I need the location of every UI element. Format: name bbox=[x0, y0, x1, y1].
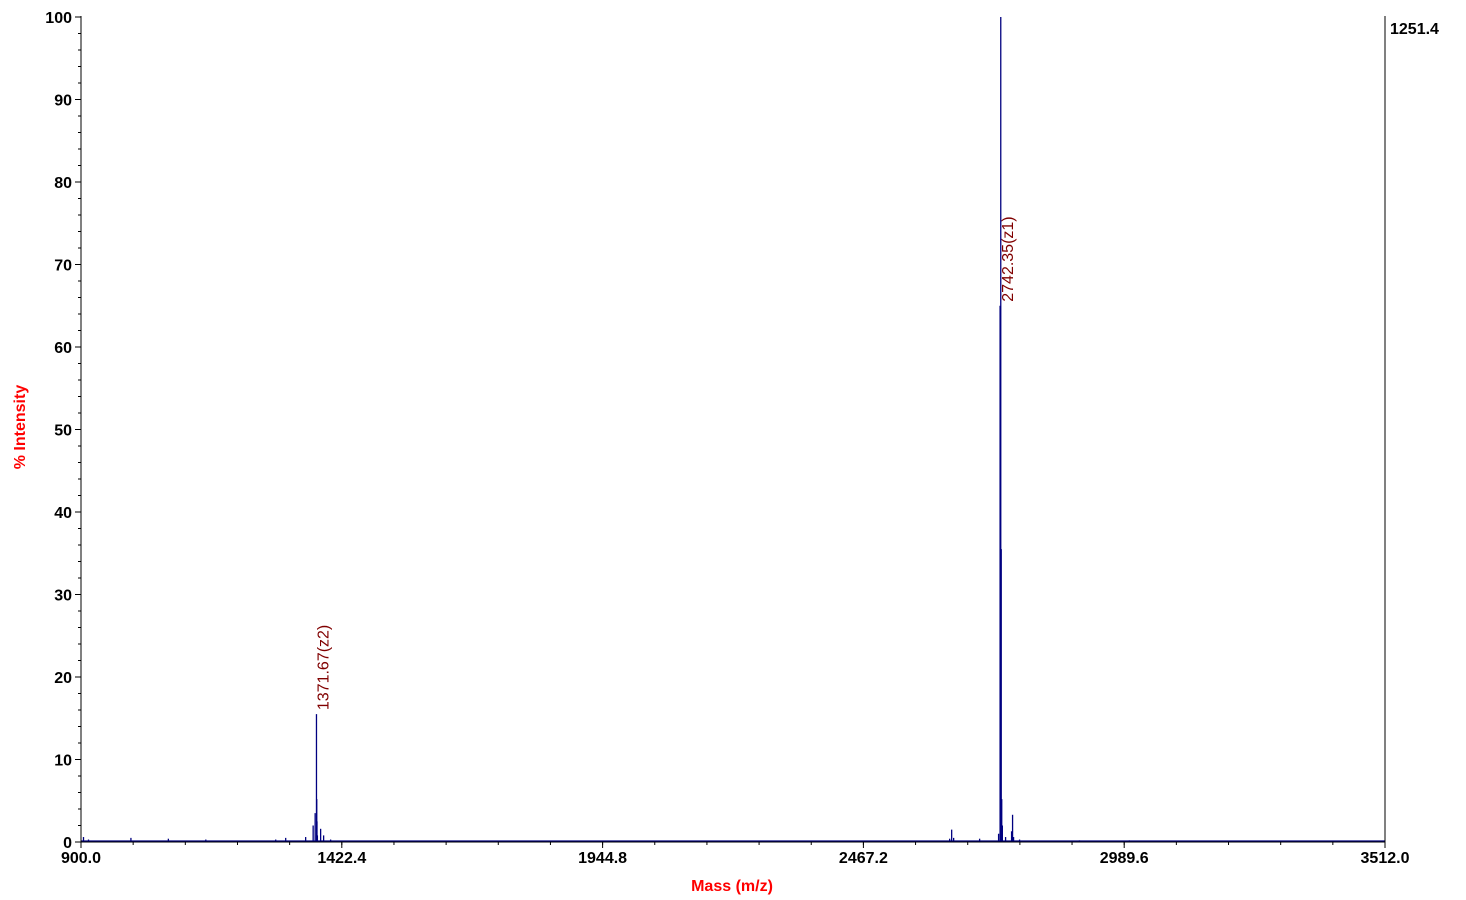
y-tick-label: 30 bbox=[54, 588, 72, 605]
y-tick-label: 80 bbox=[54, 175, 72, 192]
peak-labels: 1371.67(z2) 2742.35(z1) bbox=[315, 216, 1016, 710]
y-tick-label: 0 bbox=[63, 835, 72, 852]
y-tick-label: 70 bbox=[54, 258, 72, 275]
x-tick-label: 3512.0 bbox=[1361, 850, 1410, 867]
x-tick-label: 1422.4 bbox=[317, 850, 366, 867]
y-tick-label: 90 bbox=[54, 93, 72, 110]
y-tick-label: 100 bbox=[45, 10, 72, 27]
x-tick-label: 2989.6 bbox=[1100, 850, 1149, 867]
y-axis-title: % Intensity bbox=[12, 385, 29, 470]
y-tick-label: 40 bbox=[54, 505, 72, 522]
max-intensity-label: 1251.4 bbox=[1390, 21, 1439, 38]
x-tick-label: 900.0 bbox=[61, 850, 101, 867]
y-tick-label: 10 bbox=[54, 753, 72, 770]
y-tick-label: 50 bbox=[54, 423, 72, 440]
y-tick-label: 20 bbox=[54, 670, 72, 687]
peak-label: 2742.35(z1) bbox=[1000, 216, 1017, 301]
x-tick-label: 1944.8 bbox=[578, 850, 627, 867]
x-axis-title: Mass (m/z) bbox=[691, 878, 773, 895]
axes: 0 10 20 30 40 50 60 70 80 90 100 900.0 1422.4 1944.8 2… bbox=[45, 10, 1409, 867]
y-tick-label: 60 bbox=[54, 340, 72, 357]
spectrum-series bbox=[81, 17, 1385, 842]
x-tick-label: 2467.2 bbox=[839, 850, 888, 867]
peak-label: 1371.67(z2) bbox=[315, 625, 332, 710]
